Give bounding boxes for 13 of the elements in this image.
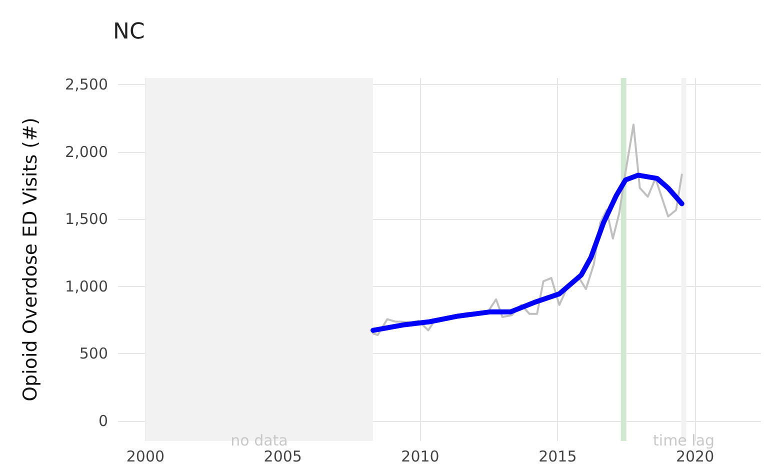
x-tick-label: 2000 — [126, 448, 165, 466]
y-tick-label: 500 — [79, 344, 108, 363]
y-tick-label: 0 — [98, 412, 108, 430]
x-tick-label: 2020 — [676, 448, 714, 466]
y-axis-title: Opioid Overdose ED Visits (#) — [20, 118, 42, 402]
y-tick-label: 1,500 — [65, 210, 108, 228]
x-tick-label: 2005 — [264, 448, 302, 466]
y-tick-label: 1,000 — [65, 277, 108, 296]
x-tick-label: 2015 — [538, 448, 577, 466]
x-tick-label: 2010 — [401, 448, 440, 466]
chart-title: NC — [113, 20, 145, 44]
y-tick-label: 2,500 — [65, 76, 108, 94]
y-tick-label: 2,000 — [65, 142, 108, 161]
